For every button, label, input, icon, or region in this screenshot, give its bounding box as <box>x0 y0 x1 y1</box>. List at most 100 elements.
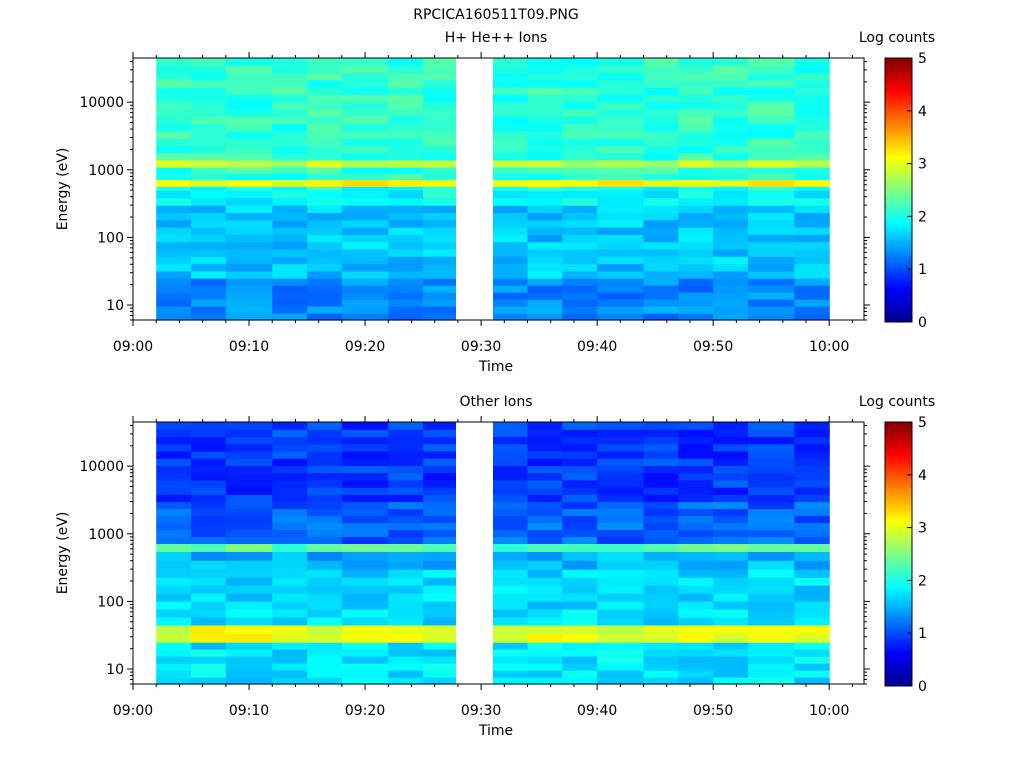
heatmap-cell <box>388 219 424 228</box>
heatmap-cell <box>747 101 795 110</box>
heatmap-cell <box>527 179 563 187</box>
heatmap-cell <box>191 306 227 314</box>
heatmap-cell <box>678 173 714 181</box>
heatmap-cell <box>341 443 389 452</box>
heatmap-cell <box>597 670 645 678</box>
heatmap-cell <box>597 285 645 293</box>
heatmap-cell <box>562 306 598 314</box>
heatmap-cell <box>747 145 795 154</box>
heatmap-cell <box>156 522 192 531</box>
heatmap-cell <box>643 543 679 552</box>
heatmap-cell <box>713 608 749 618</box>
heatmap-cell <box>307 585 343 594</box>
heatmap-cell <box>597 624 645 635</box>
heatmap-cell <box>341 263 389 272</box>
heatmap-cell <box>527 577 563 586</box>
heatmap-cell <box>341 306 389 314</box>
heatmap-cell <box>492 173 529 181</box>
heatmap-cell <box>307 508 343 517</box>
heatmap-cell <box>272 443 308 452</box>
heatmap-cell <box>678 443 714 452</box>
heatmap-cell <box>794 656 830 664</box>
heatmap-cell <box>191 159 227 168</box>
heatmap-cell <box>643 58 679 66</box>
heatmap-cell <box>492 443 529 452</box>
heatmap-cell <box>747 529 795 538</box>
heatmap-cell <box>272 515 308 524</box>
heatmap-cell <box>307 145 343 154</box>
heatmap-cell <box>492 58 529 66</box>
heatmap-cell <box>225 65 273 74</box>
heatmap-cell <box>307 429 343 438</box>
heatmap-cell <box>713 166 749 174</box>
heatmap-cell <box>272 624 308 635</box>
heatmap-cell <box>191 501 227 510</box>
heatmap-cell <box>747 219 795 228</box>
heatmap-cell <box>272 292 308 300</box>
heatmap-cell <box>423 205 459 214</box>
heatmap-cell <box>678 522 714 531</box>
heatmap-cell <box>191 494 227 503</box>
heatmap-cell <box>527 292 563 300</box>
heatmap-cell <box>713 219 749 228</box>
heatmap-cell <box>492 569 529 578</box>
x-axis-label: Time <box>478 359 513 375</box>
heatmap-cell <box>678 285 714 293</box>
heatmap-cell <box>423 560 459 570</box>
heatmap-cell <box>597 642 645 650</box>
heatmap-cell <box>191 585 227 594</box>
heatmap-cell <box>747 479 795 488</box>
heatmap-cell <box>492 159 529 168</box>
heatmap-cell <box>747 292 795 300</box>
heatmap-cell <box>597 436 645 445</box>
heatmap-cell <box>562 248 598 257</box>
heatmap-cell <box>307 173 343 181</box>
heatmap-cell <box>562 186 598 191</box>
heatmap-cell <box>225 608 273 618</box>
heatmap-cell <box>191 292 227 300</box>
heatmap-cell <box>225 227 273 235</box>
heatmap-cell <box>307 108 343 117</box>
heatmap-cell <box>597 227 645 235</box>
heatmap-cell <box>341 166 389 174</box>
heatmap-cell <box>643 263 679 272</box>
heatmap-cell <box>423 256 459 265</box>
heatmap-cell <box>794 166 830 174</box>
heatmap-cell <box>794 494 830 503</box>
heatmap-cell <box>527 529 563 538</box>
heatmap-cell <box>597 422 645 430</box>
heatmap-cell <box>643 656 679 664</box>
heatmap-cell <box>307 87 343 95</box>
y-tick-label: 100 <box>97 594 124 610</box>
heatmap-cell <box>527 299 563 307</box>
heatmap-cell <box>156 642 192 650</box>
heatmap-cell <box>307 152 343 161</box>
heatmap-cell <box>191 642 227 650</box>
heatmap-cell <box>747 472 795 481</box>
heatmap-cell <box>156 508 192 517</box>
heatmap-cell <box>388 633 424 643</box>
y-tick-label: 10 <box>106 298 124 314</box>
y-tick-label: 100 <box>97 230 124 246</box>
heatmap-cell <box>562 263 598 272</box>
heatmap-cell <box>156 487 192 495</box>
heatmap-cell <box>678 494 714 503</box>
x-axis: 09:00 09:10 09:20 09:30 09:40 09:50 10:00 <box>113 416 853 719</box>
heatmap-cell <box>225 108 273 117</box>
heatmap-cell <box>597 145 645 154</box>
heatmap-cell <box>156 123 192 132</box>
heatmap-cell <box>562 515 598 524</box>
heatmap-cell <box>341 179 389 187</box>
heatmap-cell <box>678 501 714 510</box>
heatmap-cell <box>678 263 714 272</box>
heatmap-cell <box>562 65 598 74</box>
heatmap-cell <box>562 166 598 174</box>
heatmap-cell <box>341 101 389 110</box>
heatmap-cell <box>423 219 459 228</box>
heatmap-cell <box>423 551 459 561</box>
heatmap-cell <box>341 508 389 517</box>
heatmap-cell <box>156 173 192 181</box>
heatmap-cell <box>272 670 308 678</box>
heatmap-cell <box>307 569 343 578</box>
heatmap-cell <box>191 179 227 187</box>
